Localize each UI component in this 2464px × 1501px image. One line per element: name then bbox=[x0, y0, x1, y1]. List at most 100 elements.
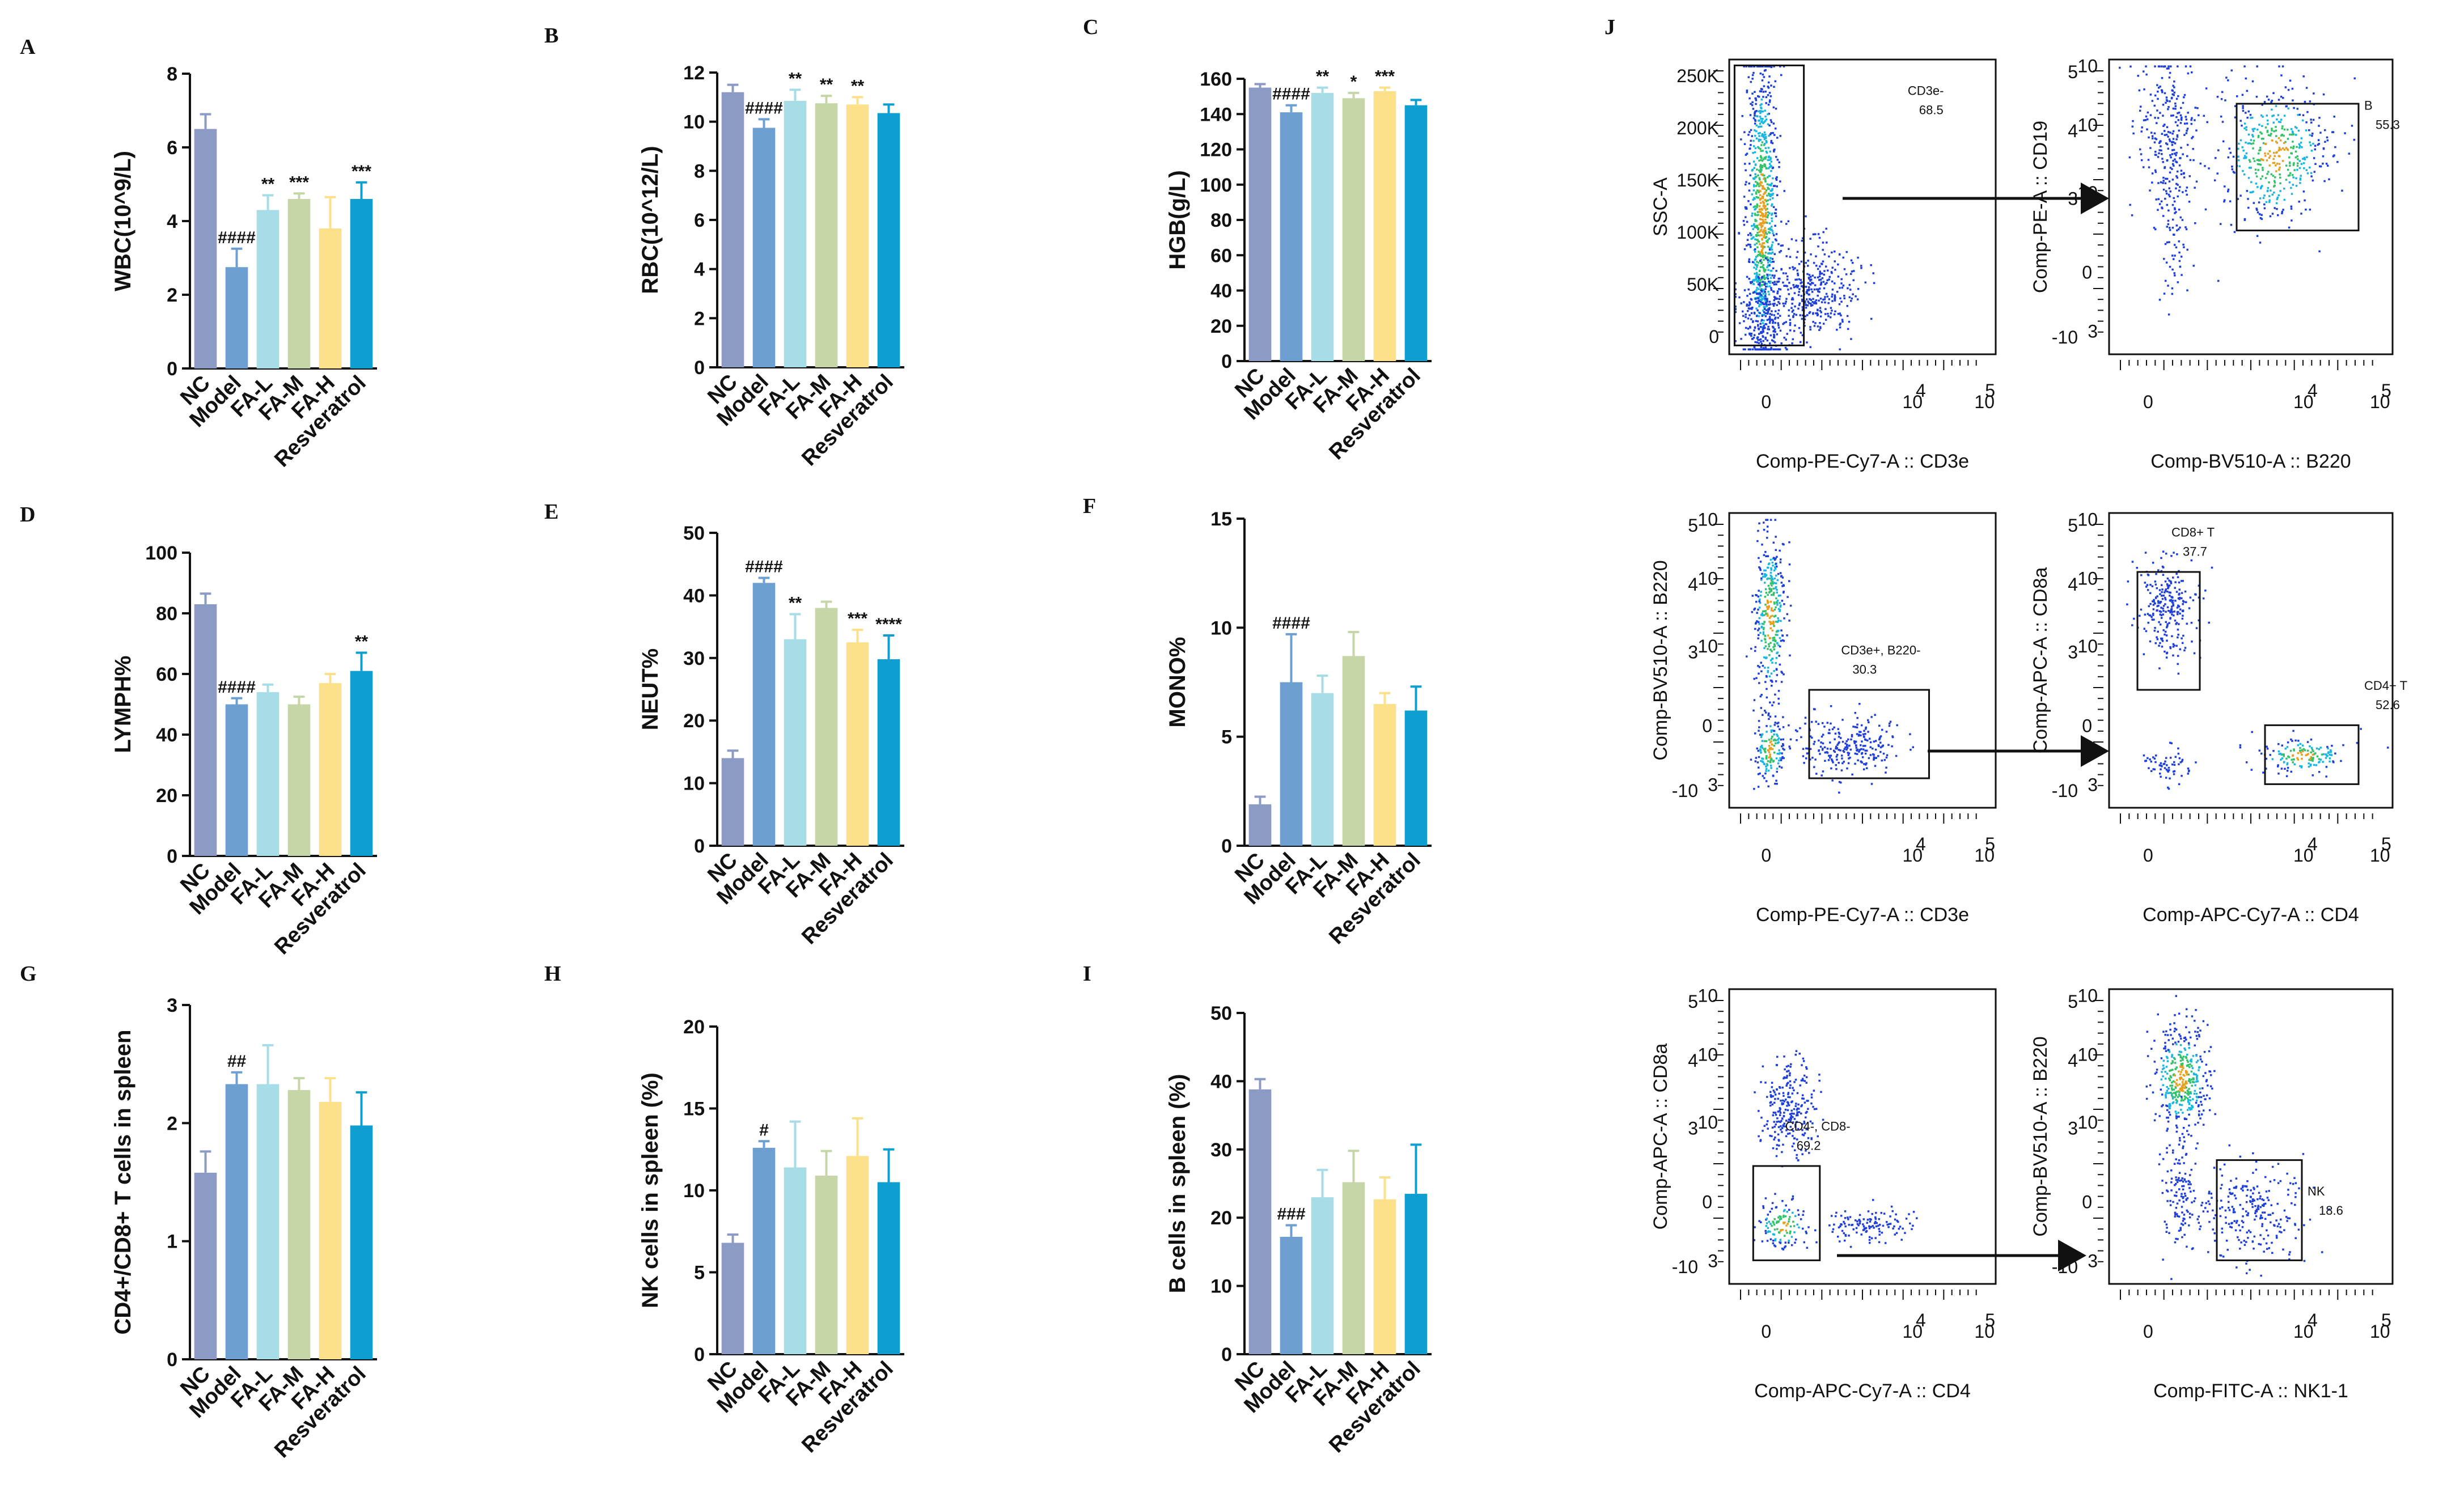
flow-y-tick: 5 bbox=[1688, 991, 1698, 1012]
flow-x-tick: 5 bbox=[1985, 1310, 1995, 1330]
panel-label-B: B bbox=[544, 24, 558, 48]
significance-label: #### bbox=[1272, 614, 1310, 633]
significance-label: ### bbox=[1277, 1205, 1305, 1223]
y-axis-title: MONO% bbox=[1165, 637, 1190, 728]
significance-label: ** bbox=[355, 633, 369, 651]
flow-y-tick: 10 bbox=[2077, 985, 2098, 1006]
flow-x-tick: 10 bbox=[2293, 1321, 2314, 1342]
flow-x-tick: 4 bbox=[2308, 834, 2318, 854]
flow-x-tick: 10 bbox=[2370, 1321, 2390, 1342]
flow-x-label: Comp-BV510-A :: B220 bbox=[2150, 451, 2351, 472]
panel-label-G: G bbox=[20, 962, 37, 986]
gate-value: 68.5 bbox=[1919, 103, 1944, 117]
significance-label: ** bbox=[261, 175, 275, 194]
y-tick-label: 40 bbox=[683, 585, 705, 607]
flow-x-tick: 5 bbox=[1985, 380, 1995, 401]
y-tick-label: 80 bbox=[1210, 210, 1232, 231]
gate-name: CD3e+, B220- bbox=[1841, 643, 1920, 658]
bar-NC bbox=[194, 129, 217, 368]
bar-FA-H bbox=[846, 642, 869, 846]
y-tick-label: 15 bbox=[683, 1099, 705, 1120]
y-tick-label: 40 bbox=[156, 724, 177, 746]
flow-y-tick: 150K bbox=[1676, 170, 1719, 190]
bar-FA-L bbox=[1311, 693, 1334, 846]
bar-NC bbox=[194, 1172, 217, 1359]
flow-y-tick: 50K bbox=[1687, 274, 1719, 295]
bar-FA-H bbox=[319, 1101, 342, 1359]
bar-FA-M bbox=[815, 608, 838, 846]
y-tick-label: 10 bbox=[683, 773, 705, 795]
bar-Model bbox=[752, 128, 776, 367]
bar-Model bbox=[752, 583, 776, 846]
y-axis-title: HGB(g/L) bbox=[1165, 170, 1190, 270]
flow-x-tick: 10 bbox=[1974, 845, 1995, 866]
flow-y-tick: 3 bbox=[1688, 642, 1698, 662]
bar-FA-M bbox=[815, 1175, 838, 1354]
significance-label: *** bbox=[289, 173, 309, 192]
flow-y-tick: 5 bbox=[2068, 62, 2078, 82]
y-tick-label: 10 bbox=[683, 1180, 705, 1202]
flow-x-tick: 10 bbox=[2370, 845, 2390, 866]
y-tick-label: 20 bbox=[1210, 1207, 1232, 1229]
flow-y-tick: 3 bbox=[2088, 1250, 2098, 1271]
bar-FA-L bbox=[1311, 1197, 1334, 1354]
flow-y-tick: 10 bbox=[1697, 509, 1718, 529]
y-tick-label: 60 bbox=[1210, 245, 1232, 266]
bar-Resveratrol bbox=[877, 659, 900, 846]
bar-Model bbox=[1280, 682, 1303, 846]
flow-y-tick: 10 bbox=[1697, 1112, 1718, 1133]
bar-FA-H bbox=[319, 228, 342, 368]
flow-y-tick: 4 bbox=[1688, 1050, 1698, 1071]
flow-x-tick: 4 bbox=[1916, 834, 1926, 854]
y-tick-label: 0 bbox=[694, 357, 705, 379]
gate-name: CD4+ T bbox=[2364, 679, 2407, 693]
flow-y-tick: 10 bbox=[1697, 985, 1718, 1006]
significance-label: #### bbox=[1272, 85, 1310, 104]
bar-NC bbox=[721, 1243, 744, 1354]
y-tick-label: 20 bbox=[683, 1016, 705, 1038]
bar-Model bbox=[1280, 112, 1303, 361]
flow-y-tick: 0 bbox=[2082, 262, 2092, 282]
y-tick-label: 6 bbox=[167, 137, 177, 159]
significance-label: ** bbox=[789, 594, 802, 613]
y-axis-title: NEUT% bbox=[638, 648, 663, 730]
flow-x-tick: 4 bbox=[2308, 1310, 2318, 1330]
panel-label-F: F bbox=[1083, 494, 1096, 518]
bar-NC bbox=[1248, 1089, 1272, 1354]
flow-x-tick: 4 bbox=[1916, 1310, 1926, 1330]
arrow-head bbox=[2081, 183, 2109, 214]
flow-x-tick: 10 bbox=[1903, 392, 1923, 412]
y-tick-label: 30 bbox=[1210, 1139, 1232, 1161]
bar-FA-M bbox=[287, 704, 311, 856]
y-tick-label: 60 bbox=[156, 664, 177, 685]
gate-value: 69.2 bbox=[1797, 1139, 1821, 1153]
flow-y-tick: 250K bbox=[1676, 66, 1719, 86]
bar-FA-L bbox=[256, 1084, 280, 1359]
bar-Resveratrol bbox=[1404, 105, 1428, 361]
flow-y-tick: 0 bbox=[1709, 327, 1719, 347]
significance-label: ** bbox=[789, 69, 802, 88]
y-tick-label: 40 bbox=[1210, 1071, 1232, 1092]
plot-frame bbox=[1728, 512, 1997, 809]
flow-x-tick: 0 bbox=[2143, 845, 2153, 866]
y-tick-label: 100 bbox=[1200, 175, 1232, 196]
y-tick-label: 3 bbox=[167, 995, 177, 1016]
bar-FA-H bbox=[1373, 91, 1396, 361]
gate bbox=[2136, 571, 2201, 691]
significance-label: ** bbox=[820, 75, 833, 94]
y-tick-label: 0 bbox=[1221, 351, 1232, 372]
y-tick-label: 6 bbox=[694, 210, 705, 231]
gate-name: NK bbox=[2308, 1184, 2325, 1198]
flow-y-tick: 10 bbox=[2077, 509, 2098, 529]
flow-y-tick: 10 bbox=[1697, 636, 1718, 656]
flow-x-tick: 10 bbox=[1903, 1321, 1923, 1342]
y-tick-label: 2 bbox=[167, 285, 177, 306]
bar-FA-H bbox=[846, 104, 869, 368]
flow-y-tick: 5 bbox=[2068, 515, 2078, 536]
flow-y-label: Comp-APC-A :: CD8a bbox=[2030, 567, 2051, 754]
